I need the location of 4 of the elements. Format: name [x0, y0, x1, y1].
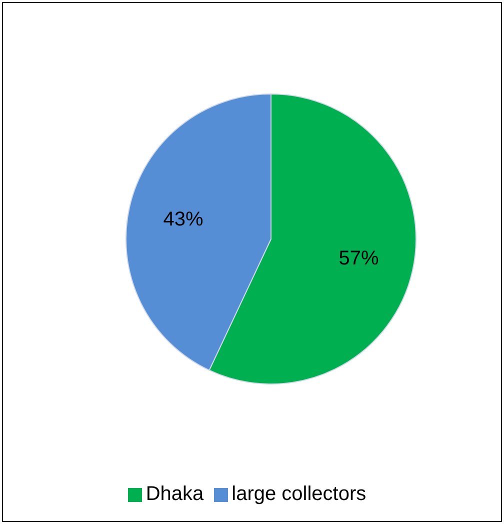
legend-label: Dhaka — [146, 483, 204, 505]
data-label: 57% — [338, 248, 379, 270]
legend-label: large collectors — [232, 483, 366, 505]
data-label: 43% — [163, 208, 204, 230]
